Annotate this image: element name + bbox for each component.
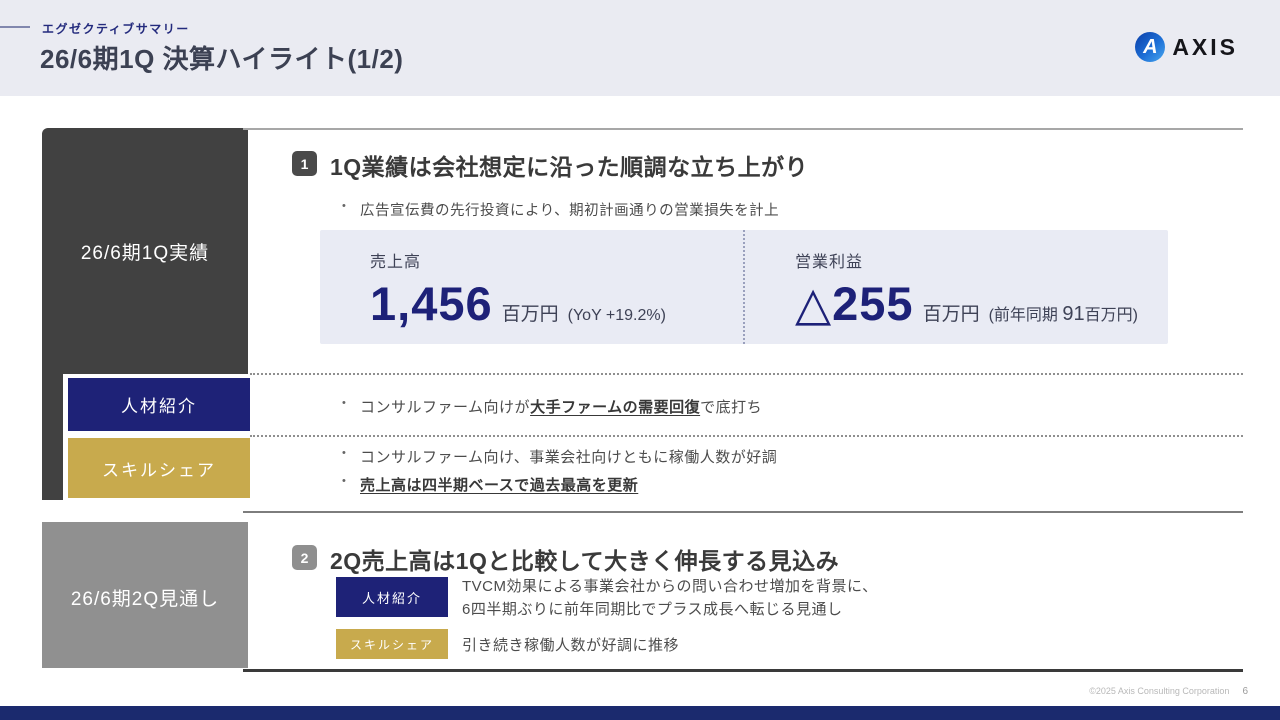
dotted-divider-1 xyxy=(250,373,1243,375)
kpi-op-note-number: 91 xyxy=(1062,303,1085,325)
kpi-op-row: △255 百万円 (前年同期 91百万円) xyxy=(795,276,1168,332)
footer: ©2025 Axis Consulting Corporation 6 xyxy=(1089,686,1248,697)
segment-jinzai-box: 人材紹介 xyxy=(63,374,250,434)
kpi-revenue-row: 1,456 百万円 (YoY +19.2%) xyxy=(370,276,743,331)
section2-skillshare-text: 引き続き稼働人数が好調に推移 xyxy=(462,637,680,654)
eyebrow-rule xyxy=(0,26,30,28)
section1-side-label: 26/6期1Q実績 xyxy=(80,243,210,264)
kpi-op-unit: 百万円 xyxy=(922,304,980,325)
axis-logo: A AXIS xyxy=(1135,32,1238,62)
kpi-op-note: (前年同期 91百万円) xyxy=(988,303,1138,325)
section2-jinzai-line2: 6四半期ぶりに前年同期比でプラス成長へ転じる見通し xyxy=(462,601,843,618)
section1-top-rule xyxy=(243,128,1243,130)
section1-intro-bullet: 広告宣伝費の先行投資により、期初計画通りの営業損失を計上 xyxy=(340,199,779,220)
section2-jinzai-line1: TVCM効果による事業会社からの問い合わせ増加を背景に、 xyxy=(462,578,878,595)
kpi-revenue: 売上高 1,456 百万円 (YoY +19.2%) xyxy=(320,230,743,344)
kpi-op-label: 営業利益 xyxy=(795,254,864,271)
kpi-revenue-label: 売上高 xyxy=(370,254,422,271)
section2-side-panel xyxy=(42,522,248,668)
bottom-accent-bar xyxy=(0,706,1280,720)
eyebrow-label: エグゼクティブサマリー xyxy=(42,22,190,36)
section2-jinzai-badge: 人材紹介 xyxy=(336,577,448,617)
segment-skillshare-box: スキルシェア xyxy=(63,434,250,501)
section2-heading: 2Q売上高は1Qと比較して大きく伸長する見込み xyxy=(330,548,840,574)
page-number: 6 xyxy=(1242,686,1248,697)
section1-bottom-rule xyxy=(243,511,1243,513)
kpi-operating-profit: 営業利益 △255 百万円 (前年同期 91百万円) xyxy=(743,230,1168,344)
section2-skillshare-badge: スキルシェア xyxy=(336,629,448,659)
page-title: 26/6期1Q 決算ハイライト(1/2) xyxy=(40,44,404,74)
section1-number-badge: 1 xyxy=(292,151,317,176)
section2-side-label: 26/6期2Q見通し xyxy=(70,589,220,610)
header-band xyxy=(0,0,1280,96)
kpi-op-value: △255 xyxy=(795,277,914,330)
segment-skillshare-bullet-2: 売上高は四半期ベースで過去最高を更新 xyxy=(340,474,638,495)
segment-jinzai-emphasis: 大手ファームの需要回復 xyxy=(530,399,701,416)
kpi-revenue-value: 1,456 xyxy=(370,277,493,330)
copyright: ©2025 Axis Consulting Corporation xyxy=(1089,686,1230,696)
kpi-box: 売上高 1,456 百万円 (YoY +19.2%) 営業利益 △255 百万円… xyxy=(320,230,1168,344)
section2-jinzai-text: TVCM効果による事業会社からの問い合わせ増加を背景に、 6四半期ぶりに前年同期… xyxy=(462,575,878,621)
segment-skillshare-emphasis: 売上高は四半期ベースで過去最高を更新 xyxy=(360,477,639,494)
section1-heading: 1Q業績は会社想定に沿った順調な立ち上がり xyxy=(330,154,809,180)
dotted-divider-2 xyxy=(250,435,1243,437)
axis-logo-icon: A xyxy=(1135,32,1166,62)
kpi-revenue-note: (YoY +19.2%) xyxy=(567,307,666,324)
kpi-revenue-unit: 百万円 xyxy=(501,304,559,325)
axis-logo-text: AXIS xyxy=(1172,33,1238,60)
section2-bottom-rule xyxy=(243,669,1243,672)
segment-jinzai-bullet: コンサルファーム向けが大手ファームの需要回復で底打ち xyxy=(340,396,762,417)
section2-number-badge: 2 xyxy=(292,545,317,570)
segment-skillshare-bullet-1: コンサルファーム向け、事業会社向けともに稼働人数が好調 xyxy=(340,446,777,467)
